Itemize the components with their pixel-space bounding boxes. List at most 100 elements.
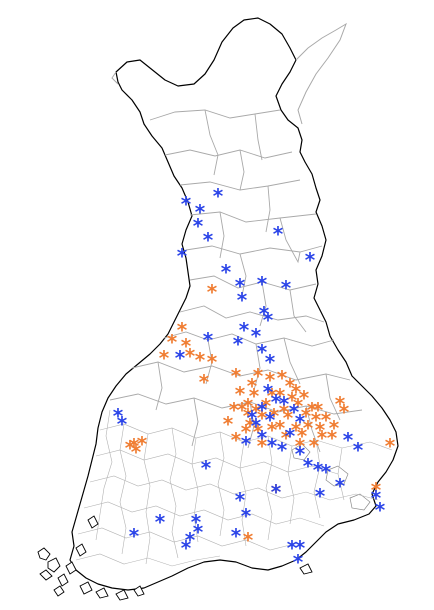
blue-asterisk-marker: *: [265, 408, 276, 432]
orange-asterisk-marker: *: [251, 400, 262, 424]
orange-asterisk-marker: *: [371, 478, 382, 502]
blue-asterisk-marker: *: [181, 192, 192, 216]
orange-asterisk-marker: *: [271, 480, 282, 504]
orange-asterisk-marker: *: [235, 382, 246, 406]
municipality-borders-north: [149, 109, 325, 333]
orange-asterisk-marker: *: [291, 380, 302, 404]
orange-asterisk-marker: *: [181, 334, 192, 358]
orange-asterisk-marker: *: [131, 440, 142, 464]
orange-asterisk-marker: *: [279, 400, 290, 424]
orange-asterisk-marker: *: [241, 420, 252, 444]
orange-asterisk-marker: *: [269, 404, 280, 428]
blue-asterisk-marker: *: [273, 222, 284, 246]
orange-asterisk-marker: *: [137, 432, 148, 456]
orange-asterisk-marker: *: [185, 344, 196, 368]
orange-asterisk-marker: *: [297, 424, 308, 448]
orange-asterisk-marker: *: [231, 364, 242, 388]
blue-asterisk-marker: *: [263, 308, 274, 332]
orange-asterisk-marker: *: [267, 384, 278, 408]
orange-asterisk-marker: *: [253, 420, 264, 444]
orange-asterisk-marker: *: [317, 426, 328, 450]
blue-asterisk-marker: *: [257, 340, 268, 364]
orange-asterisk-marker: *: [229, 398, 240, 422]
orange-asterisk-marker: *: [207, 350, 218, 374]
orange-asterisk-marker: *: [301, 404, 312, 428]
orange-asterisk-marker: *: [299, 386, 310, 410]
blue-asterisk-marker: *: [321, 460, 332, 484]
blue-asterisk-marker: *: [285, 424, 296, 448]
orange-asterisk-marker: *: [315, 418, 326, 442]
blue-asterisk-marker: *: [155, 510, 166, 534]
orange-asterisk-marker: *: [223, 412, 234, 436]
orange-asterisk-marker: *: [283, 406, 294, 430]
orange-asterisk-marker: *: [291, 418, 302, 442]
blue-asterisk-marker: *: [259, 302, 270, 326]
orange-asterisk-marker: *: [199, 370, 210, 394]
orange-asterisk-marker: *: [281, 426, 292, 450]
orange-asterisk-marker: *: [329, 416, 340, 440]
orange-asterisk-marker: *: [243, 404, 254, 428]
blue-asterisk-marker: *: [263, 380, 274, 404]
blue-asterisk-marker: *: [177, 244, 188, 268]
blue-asterisk-marker: *: [251, 414, 262, 438]
eastern-border-line: [295, 22, 347, 125]
blue-asterisk-marker: *: [375, 498, 386, 522]
orange-asterisk-marker: *: [307, 398, 318, 422]
blue-asterisk-marker: *: [287, 536, 298, 560]
blue-asterisk-marker: *: [247, 406, 258, 430]
orange-asterisk-marker: *: [385, 434, 396, 458]
orange-asterisk-marker: *: [311, 408, 322, 432]
blue-asterisk-marker: *: [271, 480, 282, 504]
orange-asterisk-marker: *: [309, 434, 320, 458]
orange-asterisk-marker: *: [313, 398, 324, 422]
blue-asterisk-marker: *: [251, 324, 262, 348]
orange-asterisk-marker: *: [303, 416, 314, 440]
orange-asterisk-marker: *: [287, 388, 298, 412]
blue-asterisk-marker: *: [235, 274, 246, 298]
blue-asterisk-marker: *: [129, 524, 140, 548]
blue-asterisk-marker: *: [279, 392, 290, 416]
blue-asterisk-marker: *: [185, 528, 196, 552]
blue-asterisk-marker: *: [295, 410, 306, 434]
orange-asterisk-marker: *: [253, 364, 264, 388]
observation-markers: ***** ** ** * ********* ***** *** *************…: [113, 184, 396, 574]
blue-asterisk-marker: *: [295, 536, 306, 560]
municipality-borders-south: [75, 409, 393, 567]
blue-asterisk-marker: *: [195, 200, 206, 224]
blue-asterisk-marker: *: [303, 454, 314, 478]
blue-asterisk-marker: *: [305, 248, 316, 272]
orange-asterisk-marker: *: [247, 374, 258, 398]
orange-asterisk-marker: *: [261, 394, 272, 418]
blue-asterisk-marker: *: [277, 438, 288, 462]
blue-asterisk-marker: *: [181, 536, 192, 560]
orange-asterisk-marker: *: [177, 318, 188, 342]
blue-asterisk-marker: *: [313, 458, 324, 482]
blue-asterisk-marker: *: [213, 184, 224, 208]
blue-asterisk-marker: *: [203, 328, 214, 352]
orange-asterisk-marker: *: [243, 528, 254, 552]
orange-asterisk-marker: *: [321, 408, 332, 432]
blue-asterisk-marker: *: [191, 510, 202, 534]
orange-asterisk-marker: *: [275, 416, 286, 440]
orange-asterisk-marker: *: [257, 434, 268, 458]
orange-asterisk-marker: *: [339, 400, 350, 424]
blue-asterisk-marker: *: [175, 346, 186, 370]
blue-asterisk-marker: *: [257, 272, 268, 296]
orange-asterisk-marker: *: [257, 406, 268, 430]
blue-asterisk-marker: *: [343, 428, 354, 452]
blue-asterisk-marker: *: [117, 412, 128, 436]
blue-asterisk-marker: *: [231, 524, 242, 548]
orange-asterisk-marker: *: [231, 428, 242, 452]
blue-asterisk-marker: *: [293, 550, 304, 574]
orange-asterisk-marker: *: [327, 426, 338, 450]
blue-asterisk-marker: *: [371, 486, 382, 510]
orange-asterisk-marker: *: [167, 330, 178, 354]
blue-asterisk-marker: *: [203, 228, 214, 252]
blue-asterisk-marker: *: [113, 404, 124, 428]
orange-asterisk-marker: *: [275, 384, 286, 408]
lake-shape: [291, 443, 311, 461]
orange-asterisk-marker: *: [129, 434, 140, 458]
orange-asterisk-marker: *: [237, 398, 248, 422]
blue-asterisk-marker: *: [271, 390, 282, 414]
lake-shape: [325, 465, 349, 487]
